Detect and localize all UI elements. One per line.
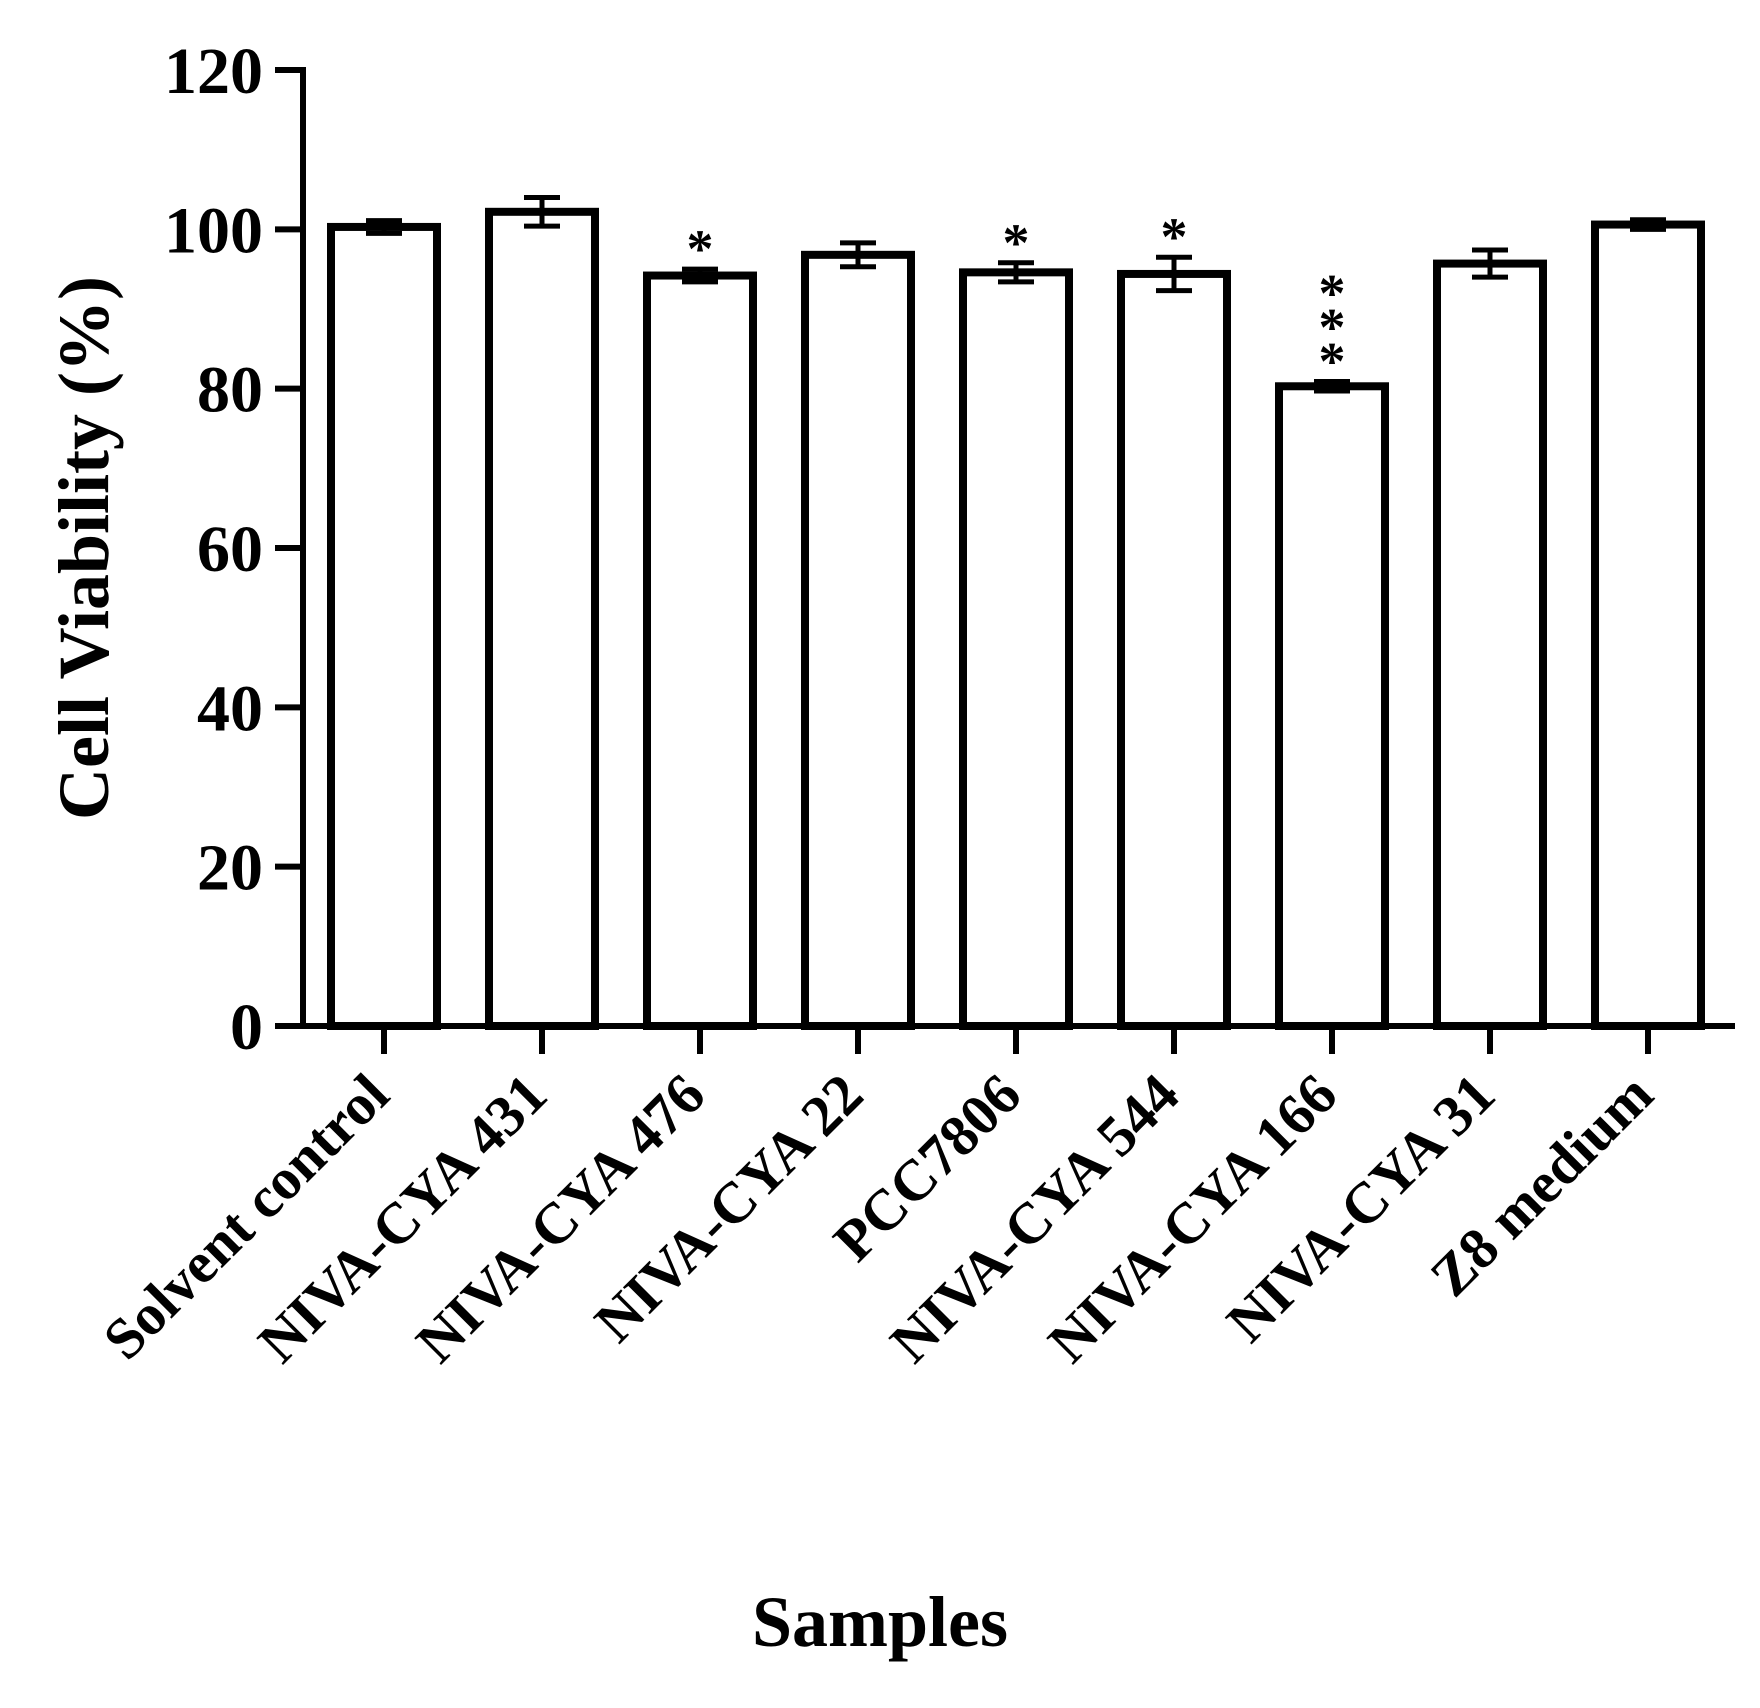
significance-star: * xyxy=(687,219,714,279)
bar xyxy=(1275,382,1389,1030)
significance-label: * xyxy=(687,219,714,279)
significance-label: * xyxy=(1161,207,1188,267)
bar xyxy=(1433,259,1547,1030)
significance-star: * xyxy=(1003,213,1030,273)
significance-star: * xyxy=(1319,263,1346,323)
x-axis-title: Samples xyxy=(752,1582,1008,1662)
bar xyxy=(1591,220,1705,1030)
x-tick-label: NIVA-CYA 166 xyxy=(1035,1061,1349,1375)
y-axis: 0 20 40 60 80 100 120 xyxy=(164,35,306,1064)
x-axis xyxy=(275,1023,1735,1054)
bar xyxy=(959,268,1073,1030)
bar xyxy=(801,250,915,1030)
bar xyxy=(1117,269,1231,1030)
significance-star: * xyxy=(1319,297,1346,357)
y-tick-label: 0 xyxy=(230,991,263,1064)
x-tick-label: NIVA-CYA 476 xyxy=(403,1061,717,1375)
significance-label: *** xyxy=(1319,263,1346,391)
y-tick-label: 20 xyxy=(197,832,263,905)
bar xyxy=(485,207,599,1031)
x-tick-label: NIVA-CYA 544 xyxy=(877,1061,1191,1375)
significance-star: * xyxy=(1161,207,1188,267)
significance-star: * xyxy=(1319,331,1346,391)
y-tick-label: 40 xyxy=(197,672,263,745)
y-tick-label: 120 xyxy=(164,35,263,108)
y-tick-label: 80 xyxy=(197,354,263,427)
y-axis-title: Cell Viability (%) xyxy=(44,276,124,820)
significance-label: * xyxy=(1003,213,1030,273)
bars: * * **** xyxy=(327,194,1705,1031)
x-tick-label: Solvent control xyxy=(91,1061,402,1372)
y-tick-label: 100 xyxy=(164,194,263,267)
bar xyxy=(643,271,757,1031)
bar xyxy=(327,222,441,1030)
x-tick-label: NIVA-CYA 431 xyxy=(245,1061,559,1375)
y-tick-label: 60 xyxy=(197,513,263,586)
